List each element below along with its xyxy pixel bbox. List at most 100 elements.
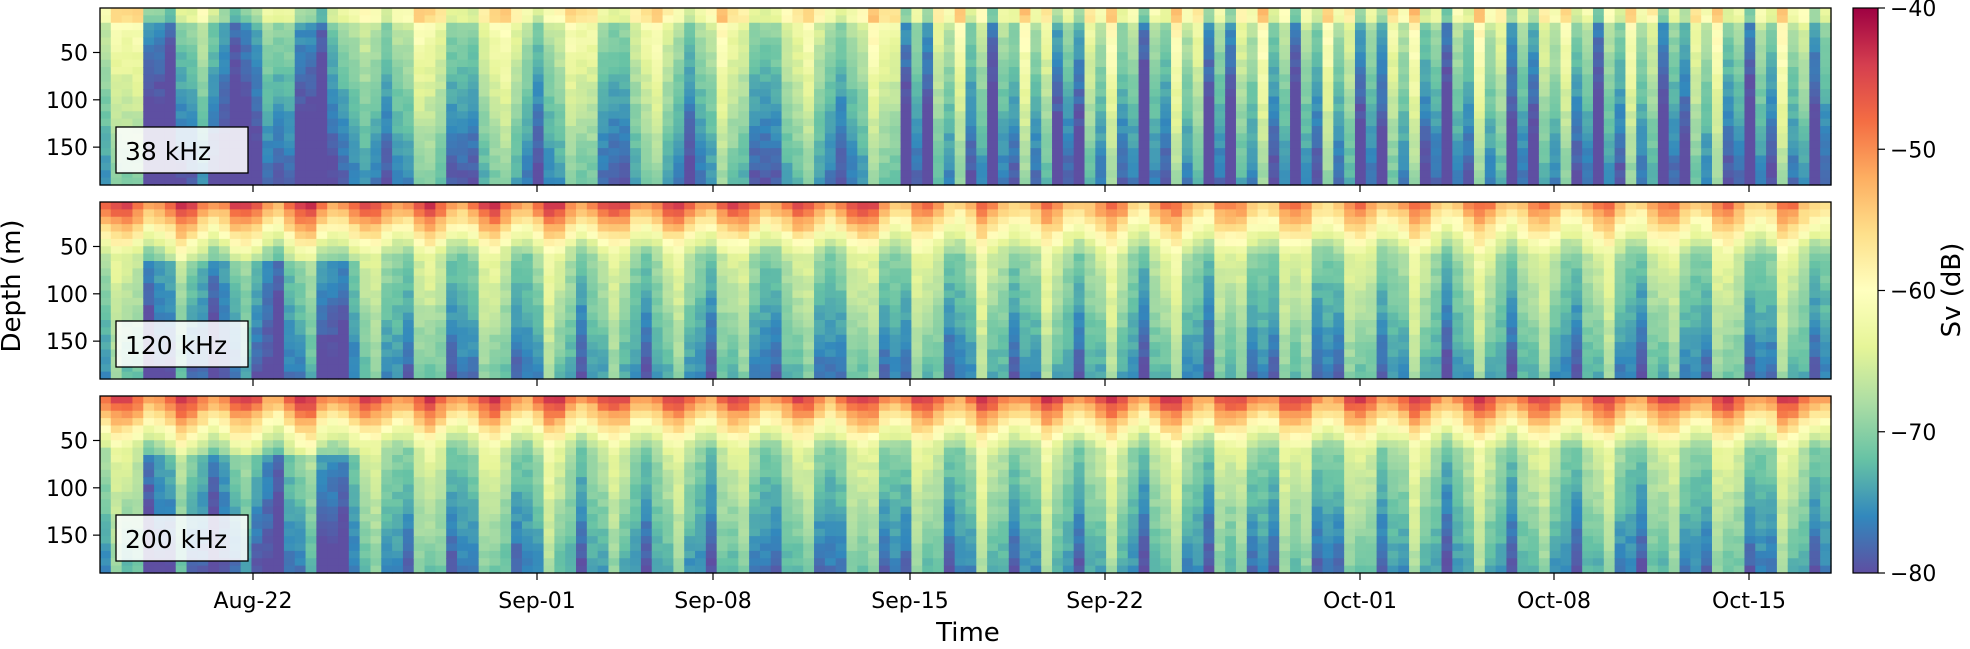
heatmap-cell xyxy=(327,52,338,60)
heatmap-cell xyxy=(565,23,576,31)
heatmap-cell xyxy=(857,156,868,164)
heatmap-cell xyxy=(1236,52,1247,60)
heatmap-cell xyxy=(771,156,782,164)
heatmap-cell xyxy=(576,126,587,134)
heatmap-cell xyxy=(197,232,208,240)
heatmap-cell xyxy=(1290,170,1301,178)
heatmap-cell xyxy=(262,23,273,31)
heatmap-cell xyxy=(1214,30,1225,38)
heatmap-cell xyxy=(370,23,381,31)
heatmap-cell xyxy=(944,38,955,46)
heatmap-cell xyxy=(511,261,522,269)
heatmap-cell xyxy=(1149,45,1160,53)
heatmap-cell xyxy=(1247,60,1258,68)
heatmap-cell xyxy=(749,23,760,31)
heatmap-cell xyxy=(500,357,511,365)
heatmap-cell xyxy=(500,217,511,225)
heatmap-cell xyxy=(1020,82,1031,90)
heatmap-cell xyxy=(1020,97,1031,105)
heatmap-cell xyxy=(392,202,403,210)
heatmap-cell xyxy=(500,246,511,254)
heatmap-cell xyxy=(284,30,295,38)
heatmap-cell xyxy=(1333,111,1344,119)
heatmap-cell xyxy=(435,30,446,38)
heatmap-cell xyxy=(122,97,133,105)
heatmap-cell xyxy=(1593,141,1604,149)
heatmap-cell xyxy=(1312,97,1323,105)
heatmap-cell xyxy=(251,141,262,149)
heatmap-cell xyxy=(1020,89,1031,97)
heatmap-cell xyxy=(1636,45,1647,53)
heatmap-cell xyxy=(1258,23,1269,31)
heatmap-cell xyxy=(1030,89,1041,97)
heatmap-cell xyxy=(1420,82,1431,90)
heatmap-cell xyxy=(187,246,198,254)
heatmap-cell xyxy=(425,239,436,247)
heatmap-cell xyxy=(392,224,403,232)
heatmap-cell xyxy=(500,156,511,164)
heatmap-cell xyxy=(295,268,306,276)
heatmap-cell xyxy=(1734,23,1745,31)
heatmap-cell xyxy=(576,82,587,90)
heatmap-cell xyxy=(100,254,111,262)
heatmap-cell xyxy=(251,119,262,127)
heatmap-cell xyxy=(208,246,219,254)
heatmap-cell xyxy=(511,89,522,97)
heatmap-cell xyxy=(695,82,706,90)
heatmap-cell xyxy=(1268,156,1279,164)
heatmap-cell xyxy=(1788,23,1799,31)
heatmap-cell xyxy=(673,38,684,46)
heatmap-cell xyxy=(1312,148,1323,156)
heatmap-cell xyxy=(370,163,381,171)
heatmap-cell xyxy=(1377,111,1388,119)
heatmap-cell xyxy=(1160,30,1171,38)
heatmap-cell xyxy=(1636,8,1647,16)
heatmap-cell xyxy=(933,119,944,127)
heatmap-cell xyxy=(479,141,490,149)
heatmap-cell xyxy=(836,111,847,119)
heatmap-cell xyxy=(284,217,295,225)
heatmap-cell xyxy=(316,357,327,365)
heatmap-cell xyxy=(966,104,977,112)
heatmap-cell xyxy=(771,126,782,134)
heatmap-cell xyxy=(338,298,349,306)
heatmap-cell xyxy=(717,141,728,149)
heatmap-cell xyxy=(1377,30,1388,38)
heatmap-cell xyxy=(717,156,728,164)
heatmap-cell xyxy=(608,23,619,31)
heatmap-cell xyxy=(598,209,609,217)
heatmap-cell xyxy=(1463,52,1474,60)
heatmap-cell xyxy=(1160,148,1171,156)
heatmap-cell xyxy=(360,276,371,284)
heatmap-cell xyxy=(966,30,977,38)
heatmap-cell xyxy=(1734,126,1745,134)
heatmap-cell xyxy=(1744,104,1755,112)
heatmap-cell xyxy=(316,305,327,313)
heatmap-cell xyxy=(901,23,912,31)
heatmap-cell xyxy=(544,327,555,335)
heatmap-cell xyxy=(457,89,468,97)
heatmap-cell xyxy=(1041,148,1052,156)
heatmap-cell xyxy=(976,133,987,141)
heatmap-cell xyxy=(598,246,609,254)
heatmap-cell xyxy=(122,111,133,119)
heatmap-cell xyxy=(1063,38,1074,46)
heatmap-cell xyxy=(1095,30,1106,38)
heatmap-cell xyxy=(327,335,338,343)
heatmap-cell xyxy=(1128,74,1139,82)
heatmap-cell xyxy=(1571,30,1582,38)
heatmap-cell xyxy=(219,305,230,313)
heatmap-cell xyxy=(1755,119,1766,127)
heatmap-cell xyxy=(1106,97,1117,105)
heatmap-cell xyxy=(1582,148,1593,156)
heatmap-cell xyxy=(425,305,436,313)
heatmap-cell xyxy=(100,327,111,335)
heatmap-cell xyxy=(251,261,262,269)
heatmap-cell xyxy=(1777,8,1788,16)
heatmap-cell xyxy=(360,246,371,254)
heatmap-cell xyxy=(652,156,663,164)
heatmap-cell xyxy=(522,104,533,112)
heatmap-cell xyxy=(1301,30,1312,38)
heatmap-cell xyxy=(944,15,955,23)
heatmap-cell xyxy=(1647,67,1658,75)
